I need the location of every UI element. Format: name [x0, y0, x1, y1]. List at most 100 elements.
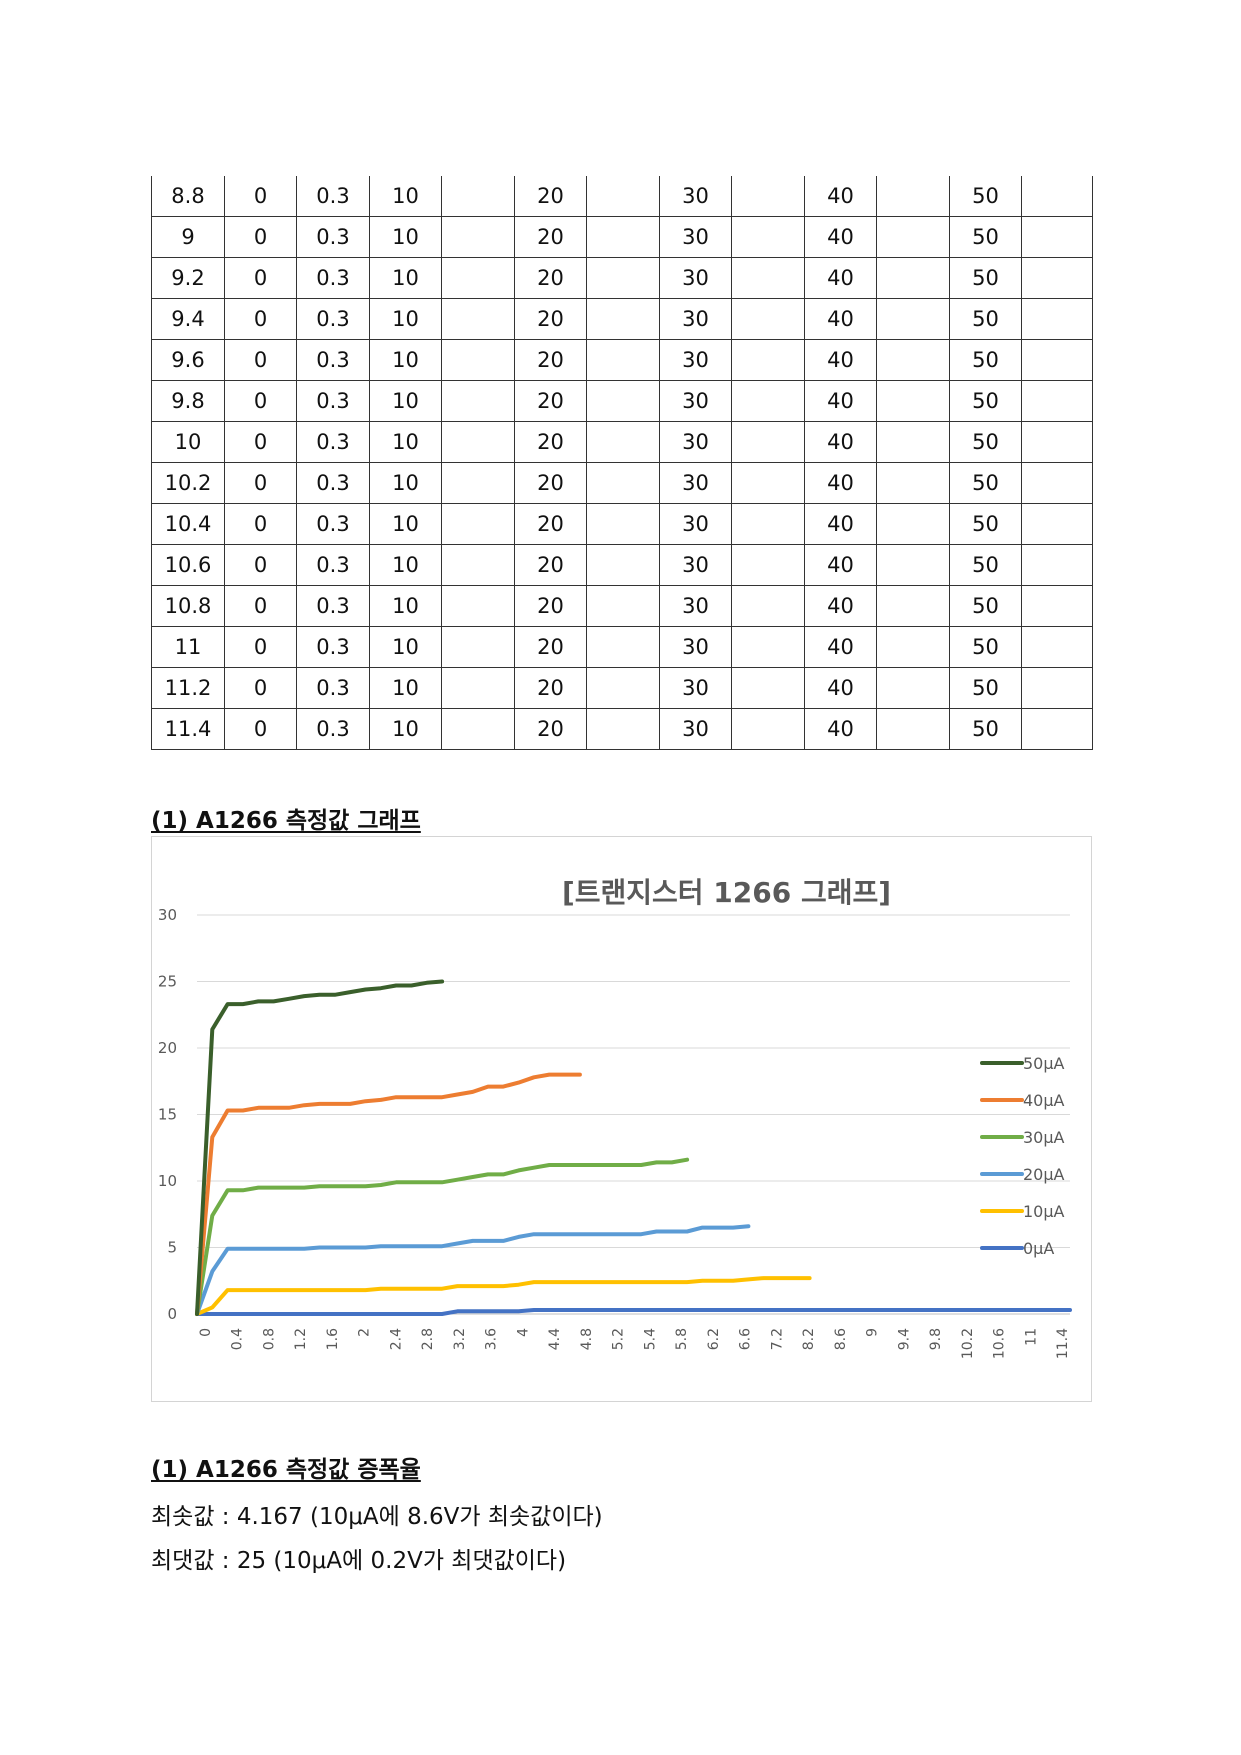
- legend-label: 20μA: [1023, 1165, 1065, 1184]
- table-cell: [441, 257, 515, 299]
- table-cell: 0: [224, 708, 297, 750]
- table-cell: [586, 462, 660, 504]
- table-cell: [1021, 380, 1093, 422]
- table-cell: [441, 421, 515, 463]
- table-cell: 0.3: [296, 544, 370, 586]
- table-cell: 10: [369, 708, 442, 750]
- table-cell: 40: [804, 708, 877, 750]
- table-cell: 0.3: [296, 667, 370, 709]
- table-cell: 0: [224, 216, 297, 258]
- legend-label: 40μA: [1023, 1091, 1065, 1110]
- table-cell: [586, 380, 660, 422]
- table-cell: [441, 462, 515, 504]
- table-cell: [876, 708, 950, 750]
- table-cell: 0: [224, 421, 297, 463]
- table-cell: 30: [659, 176, 732, 217]
- table-cell: [441, 667, 515, 709]
- table-cell: [876, 257, 950, 299]
- x-tick-label: 5.4: [642, 1328, 658, 1350]
- table-cell: [876, 626, 950, 668]
- table-cell: 20: [514, 667, 587, 709]
- table-cell: 0: [224, 503, 297, 545]
- x-tick-label: 4: [515, 1328, 531, 1337]
- table-row: 9 0 0.3 10 20 30 40 50: [151, 216, 1093, 258]
- table-cell: [586, 216, 660, 258]
- table-cell: [441, 176, 515, 217]
- table-cell: 40: [804, 298, 877, 340]
- table-cell: 11.2: [151, 667, 225, 709]
- table-cell: [731, 462, 805, 504]
- table-cell: 40: [804, 216, 877, 258]
- table-cell: 20: [514, 544, 587, 586]
- chart-container: 0 5 10 15 20 25 30 0 0.4 0.8 1.2 1.6 2 2.4 2.8 3.2 3.6 4 4…: [151, 836, 1092, 1402]
- table-cell: [731, 380, 805, 422]
- table-cell: 30: [659, 667, 732, 709]
- table-cell: 30: [659, 380, 732, 422]
- table-cell: 20: [514, 503, 587, 545]
- table-cell: 50: [949, 503, 1022, 545]
- table-cell: 10: [151, 421, 225, 463]
- table-row: 8.8 0 0.3 10 20 30 40 50: [151, 176, 1093, 217]
- table-cell: 30: [659, 421, 732, 463]
- table-cell: 30: [659, 257, 732, 299]
- table-cell: 40: [804, 544, 877, 586]
- table-cell: [586, 176, 660, 217]
- table-cell: [731, 298, 805, 340]
- table-cell: [731, 339, 805, 381]
- legend-label: 30μA: [1023, 1128, 1065, 1147]
- series-line-30μA: [195, 1157, 690, 1316]
- table-cell: [1021, 339, 1093, 381]
- table-cell: 50: [949, 216, 1022, 258]
- table-cell: [876, 380, 950, 422]
- table-cell: 10: [369, 585, 442, 627]
- table-cell: [731, 585, 805, 627]
- table-cell: 40: [804, 421, 877, 463]
- table-row: 9.2 0 0.3 10 20 30 40 50: [151, 257, 1093, 299]
- table-cell: 50: [949, 585, 1022, 627]
- table-cell: [876, 462, 950, 504]
- legend-label: 50μA: [1023, 1054, 1065, 1073]
- table-cell: 10: [369, 380, 442, 422]
- table-cell: 0.3: [296, 421, 370, 463]
- y-tick-label: 0: [167, 1305, 177, 1323]
- table-cell: [876, 667, 950, 709]
- table-cell: [586, 339, 660, 381]
- table-cell: 50: [949, 462, 1022, 504]
- table-cell: [731, 544, 805, 586]
- table-cell: [1021, 585, 1093, 627]
- x-tick-label: 6.6: [738, 1328, 754, 1350]
- table-cell: 20: [514, 298, 587, 340]
- table-cell: 10: [369, 176, 442, 217]
- table-cell: 10: [369, 298, 442, 340]
- table-cell: [1021, 544, 1093, 586]
- table-cell: 0: [224, 626, 297, 668]
- x-tick-label: 9.4: [896, 1328, 912, 1350]
- table-cell: 10: [369, 503, 442, 545]
- table-cell: 0.3: [296, 176, 370, 217]
- table-cell: 50: [949, 298, 1022, 340]
- table-cell: [876, 503, 950, 545]
- line-chart: 0 5 10 15 20 25 30 0 0.4 0.8 1.2 1.6 2 2.4 2.8 3.2 3.6 4 4…: [158, 906, 1072, 1359]
- table-cell: 40: [804, 667, 877, 709]
- measurement-table: 8.8 0 0.3 10 20 30 40 50 9 0 0.3 10 20 30 40 50 9.2 0 0.3 1…: [151, 176, 1093, 750]
- table-cell: 50: [949, 257, 1022, 299]
- table-row: 9.4 0 0.3 10 20 30 40 50: [151, 298, 1093, 340]
- y-tick-label: 20: [158, 1039, 177, 1057]
- table-cell: [586, 667, 660, 709]
- table-cell: 0.3: [296, 585, 370, 627]
- x-tick-label: 5.8: [674, 1328, 690, 1350]
- series-line-20μA: [195, 1224, 751, 1316]
- table-cell: 20: [514, 421, 587, 463]
- table-cell: 20: [514, 708, 587, 750]
- x-tick-label: 9: [865, 1328, 881, 1337]
- table-cell: 20: [514, 216, 587, 258]
- table-row: 10.2 0 0.3 10 20 30 40 50: [151, 462, 1093, 504]
- table-cell: [731, 257, 805, 299]
- table-cell: [876, 216, 950, 258]
- table-cell: 11: [151, 626, 225, 668]
- table-cell: 10: [369, 667, 442, 709]
- table-cell: 9.8: [151, 380, 225, 422]
- table-cell: 0.3: [296, 462, 370, 504]
- table-cell: [731, 667, 805, 709]
- table-cell: 0: [224, 667, 297, 709]
